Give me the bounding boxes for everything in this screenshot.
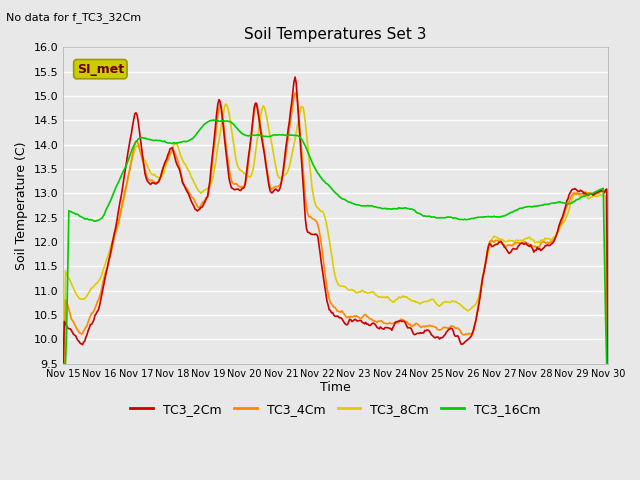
Text: No data for f_TC3_32Cm: No data for f_TC3_32Cm [6, 12, 141, 23]
Title: Soil Temperatures Set 3: Soil Temperatures Set 3 [244, 27, 427, 42]
Legend: TC3_2Cm, TC3_4Cm, TC3_8Cm, TC3_16Cm: TC3_2Cm, TC3_4Cm, TC3_8Cm, TC3_16Cm [125, 398, 545, 421]
X-axis label: Time: Time [320, 382, 351, 395]
Text: SI_met: SI_met [77, 63, 124, 76]
Y-axis label: Soil Temperature (C): Soil Temperature (C) [15, 141, 28, 270]
